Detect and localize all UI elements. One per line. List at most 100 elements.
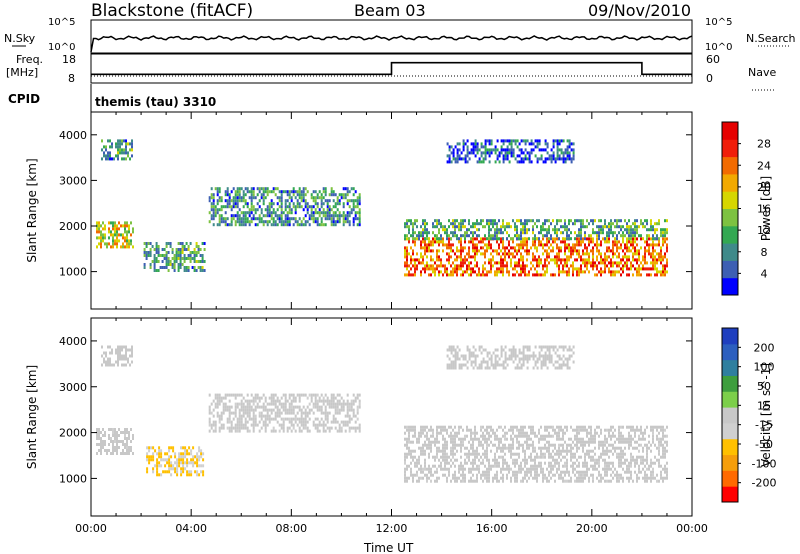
velocity-cell	[226, 426, 229, 430]
velocity-cell	[306, 414, 309, 418]
power-cell	[514, 139, 517, 143]
velocity-cell	[496, 461, 498, 465]
velocity-cell	[556, 425, 558, 429]
power-cell	[638, 255, 640, 259]
power-cell	[258, 217, 261, 221]
power-cell	[498, 252, 500, 256]
power-cell	[648, 273, 650, 277]
velocity-cell	[358, 393, 361, 397]
velocity-cell	[111, 348, 113, 352]
velocity-cell	[556, 470, 558, 474]
velocity-cell	[630, 464, 632, 468]
power-cell	[648, 249, 650, 253]
power-cell	[506, 145, 509, 149]
velocity-cell	[192, 455, 195, 459]
y-tick-label: 2000	[59, 220, 87, 233]
velocity-cell	[536, 455, 538, 459]
power-cell	[408, 237, 410, 241]
velocity-cell	[586, 440, 588, 444]
velocity-cell	[282, 402, 285, 406]
power-cell	[126, 239, 128, 243]
power-cell	[149, 266, 152, 269]
velocity-cell	[638, 467, 640, 471]
power-cell	[480, 273, 482, 277]
velocity-cell	[274, 417, 277, 421]
velocity-cell	[554, 446, 556, 450]
power-cell	[107, 154, 109, 158]
velocity-cell	[216, 405, 219, 409]
velocity-cell	[492, 476, 494, 480]
velocity-cell	[460, 479, 462, 483]
power-cell	[346, 199, 349, 203]
velocity-cell	[300, 417, 303, 421]
power-cell	[201, 269, 204, 272]
power-cell	[458, 142, 461, 146]
velocity-cell	[514, 458, 516, 462]
power-cell	[242, 193, 245, 197]
velocity-cell	[264, 417, 267, 421]
power-cell	[496, 252, 498, 256]
velocity-cell	[324, 393, 327, 397]
power-cell	[454, 267, 456, 271]
power-cell	[580, 240, 582, 244]
velocity-cell	[598, 440, 600, 444]
power-cell	[544, 160, 547, 164]
power-cell	[248, 196, 251, 200]
power-cell	[232, 196, 235, 200]
power-cell	[488, 139, 491, 143]
power-cell	[214, 208, 217, 212]
power-cell	[638, 267, 640, 271]
power-cell	[132, 230, 134, 234]
velocity-cell	[284, 405, 287, 409]
power-cell	[109, 157, 111, 161]
power-cell	[472, 142, 475, 146]
power-cell	[446, 243, 448, 247]
velocity-cell	[230, 420, 233, 424]
power-cell	[326, 211, 329, 215]
velocity-cell	[246, 402, 249, 406]
power-cell	[638, 270, 640, 274]
power-cell	[556, 231, 558, 235]
velocity-cell	[600, 473, 602, 477]
power-cell	[430, 264, 432, 268]
power-cell	[524, 139, 527, 143]
power-cell	[193, 251, 196, 254]
velocity-cell	[570, 479, 572, 483]
velocity-cell	[486, 449, 488, 453]
power-cell	[454, 225, 456, 229]
velocity-cell	[612, 452, 614, 456]
power-cell	[153, 248, 156, 251]
power-cell	[131, 142, 133, 146]
power-cell	[203, 260, 206, 263]
power-cell	[210, 193, 213, 197]
velocity-cell	[105, 360, 107, 364]
velocity-cell	[524, 434, 526, 438]
power-cell	[424, 246, 426, 250]
power-cell	[620, 219, 622, 223]
power-cell	[466, 252, 468, 256]
power-cell	[524, 240, 526, 244]
velocity-cell	[412, 425, 414, 429]
power-cell	[342, 220, 345, 224]
velocity-cell	[564, 449, 566, 453]
power-cell	[548, 225, 550, 229]
velocity-cell	[640, 461, 642, 465]
power-cell	[482, 273, 484, 277]
velocity-cell	[566, 446, 568, 450]
power-cell	[662, 234, 664, 238]
power-cell	[664, 270, 666, 274]
velocity-cell	[102, 443, 104, 446]
power-cell	[488, 225, 490, 229]
power-cell	[534, 267, 536, 271]
power-cell	[118, 239, 120, 243]
velocity-cell	[252, 423, 255, 427]
power-cell	[250, 208, 253, 212]
velocity-cell	[644, 476, 646, 480]
power-cell	[159, 266, 162, 269]
power-cell	[634, 237, 636, 241]
power-cell	[580, 264, 582, 268]
power-cell	[454, 219, 456, 223]
power-cell	[538, 231, 540, 235]
power-cell	[502, 148, 505, 152]
velocity-cell	[352, 402, 355, 406]
